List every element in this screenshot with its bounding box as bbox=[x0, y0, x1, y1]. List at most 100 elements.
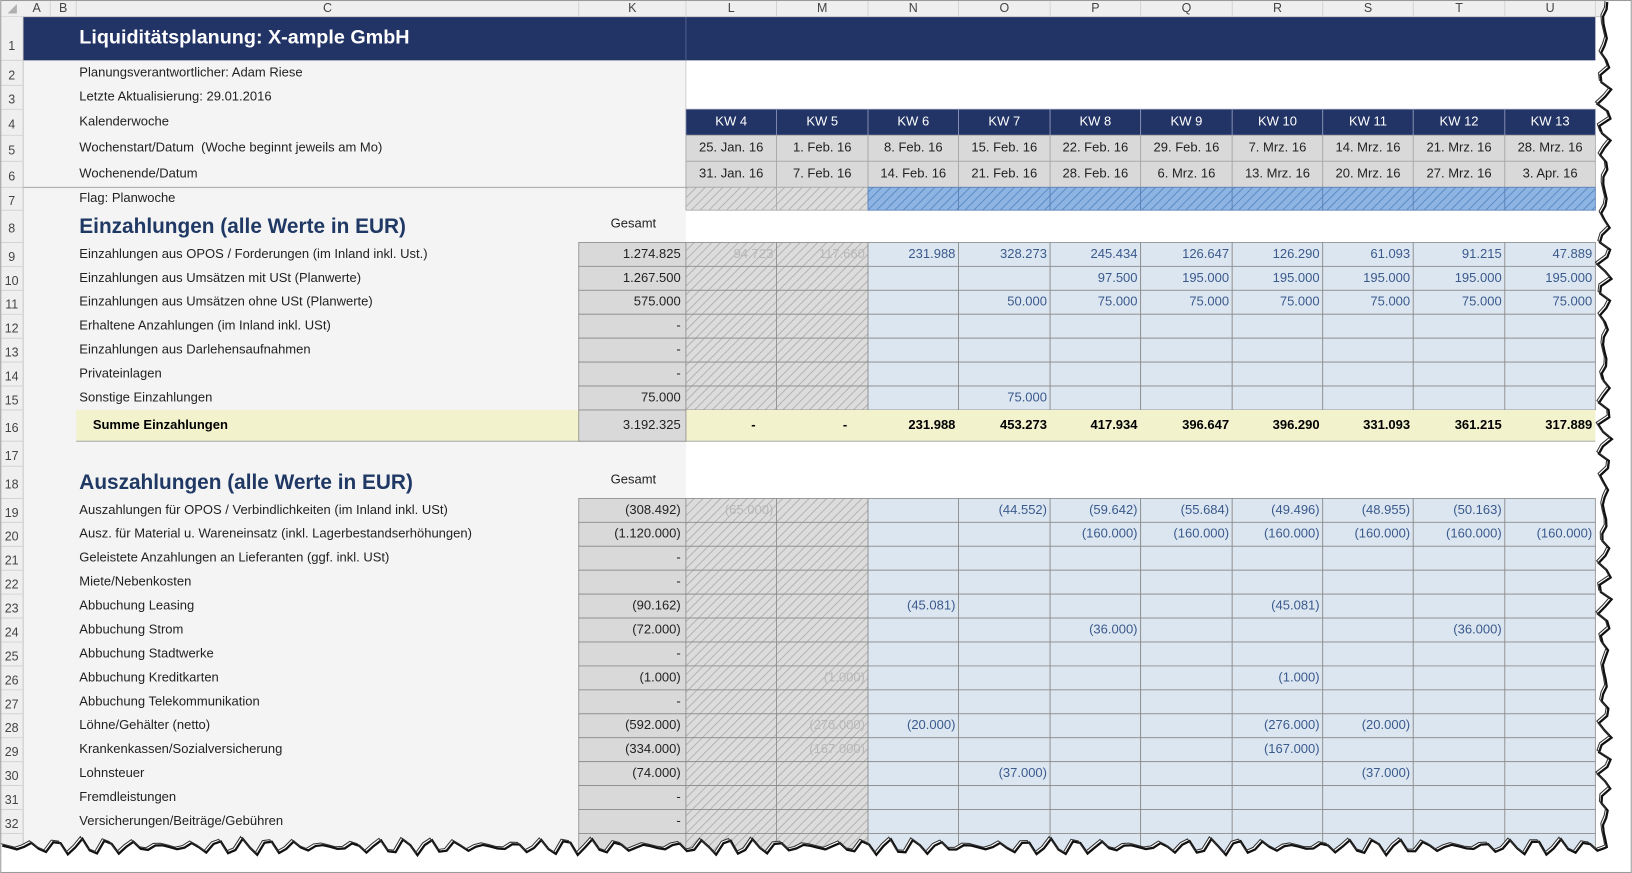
calendar-week: KW 5 bbox=[806, 114, 838, 129]
week-value: 75.000 bbox=[1189, 294, 1229, 309]
row-total: (1.120.000) bbox=[614, 526, 681, 541]
week-cell bbox=[1049, 385, 1142, 411]
week-value: (20.000) bbox=[907, 717, 955, 732]
week-cell bbox=[1049, 593, 1142, 619]
week-end: 31. Jan. 16 bbox=[699, 166, 763, 181]
column-header: L bbox=[728, 1, 735, 15]
week-value: 97.500 bbox=[1098, 270, 1138, 285]
week-start: 21. Mrz. 16 bbox=[1427, 140, 1492, 155]
week-cell bbox=[776, 617, 869, 643]
week-cell bbox=[685, 521, 777, 547]
week-cell bbox=[776, 593, 869, 619]
week-cell bbox=[867, 361, 959, 387]
week-value: (276.000) bbox=[1264, 717, 1320, 732]
flag-cell bbox=[1140, 186, 1233, 211]
week-cell bbox=[1412, 361, 1506, 387]
week-cell bbox=[1412, 785, 1506, 810]
column-header: Q bbox=[1182, 1, 1192, 15]
week-cell bbox=[776, 809, 869, 834]
week-cell bbox=[1322, 737, 1414, 763]
flag-cell bbox=[1504, 186, 1596, 211]
week-value: (37.000) bbox=[1362, 765, 1410, 780]
week-cell bbox=[685, 265, 777, 291]
week-cell bbox=[1049, 361, 1142, 387]
sum-band bbox=[76, 409, 1596, 442]
row-total: - bbox=[676, 645, 680, 660]
week-cell bbox=[958, 593, 1051, 619]
week-cell bbox=[776, 689, 869, 715]
week-value: (20.000) bbox=[1362, 717, 1410, 732]
row-header: 13 bbox=[5, 346, 19, 360]
row-total: 575.000 bbox=[634, 294, 681, 309]
week-start: 28. Mrz. 16 bbox=[1518, 140, 1583, 155]
start-label: Wochenstart/Datum (Woche beginnt jeweils… bbox=[79, 140, 382, 155]
row-header: 22 bbox=[5, 578, 19, 592]
week-cell bbox=[685, 385, 777, 411]
week-cell bbox=[1504, 689, 1596, 715]
week-cell bbox=[1412, 713, 1506, 739]
sheet-title: Liquiditätsplanung: X-ample GmbH bbox=[79, 27, 409, 49]
week-value: (1.000) bbox=[1278, 669, 1319, 684]
row-label: Einzahlungen aus Darlehensaufnahmen bbox=[79, 342, 310, 357]
row-total: 75.000 bbox=[641, 389, 681, 404]
week-cell bbox=[1140, 545, 1233, 571]
week-value: (50.163) bbox=[1453, 502, 1501, 517]
week-value: 126.647 bbox=[1182, 246, 1229, 261]
week-start: 8. Feb. 16 bbox=[884, 140, 943, 155]
total-cell bbox=[578, 337, 687, 363]
week-value: 195.000 bbox=[1545, 270, 1592, 285]
calendar-week: KW 11 bbox=[1349, 114, 1387, 129]
week-cell bbox=[1140, 569, 1233, 595]
row-header: 18 bbox=[5, 478, 19, 492]
week-cell bbox=[1412, 737, 1506, 763]
week-cell bbox=[1322, 361, 1414, 387]
week-cell bbox=[1504, 545, 1596, 571]
week-label: Kalenderwoche bbox=[79, 114, 169, 129]
row-label: Abbuchung Leasing bbox=[79, 598, 194, 613]
sum-value: 331.093 bbox=[1363, 417, 1410, 432]
row-total: (334.000) bbox=[625, 741, 681, 756]
week-value: (59.642) bbox=[1089, 502, 1137, 517]
week-cell bbox=[867, 785, 959, 810]
week-cell bbox=[1140, 641, 1233, 667]
week-cell bbox=[958, 361, 1051, 387]
row-header: 28 bbox=[5, 721, 19, 735]
week-cell bbox=[958, 569, 1051, 595]
column-header: K bbox=[628, 1, 637, 15]
calendar-week: KW 12 bbox=[1440, 114, 1479, 129]
row-header: 26 bbox=[5, 673, 19, 687]
week-cell bbox=[1231, 809, 1324, 834]
row-header: 31 bbox=[5, 793, 19, 807]
week-value: (49.496) bbox=[1271, 502, 1319, 517]
week-cell bbox=[1322, 385, 1414, 411]
date-cell bbox=[776, 134, 869, 162]
row-label: Löhne/Gehälter (netto) bbox=[79, 717, 210, 732]
info-updated: Letzte Aktualisierung: 29.01.2016 bbox=[79, 89, 271, 104]
row-total: 1.267.500 bbox=[623, 270, 681, 285]
total-cell bbox=[578, 641, 687, 667]
week-cell bbox=[1231, 337, 1324, 363]
week-cell bbox=[1504, 713, 1596, 739]
row-label: Krankenkassen/Sozialversicherung bbox=[79, 741, 282, 756]
week-cell bbox=[1140, 737, 1233, 763]
calendar-week: KW 6 bbox=[897, 114, 929, 129]
week-value: 91.215 bbox=[1462, 246, 1502, 261]
week-cell bbox=[958, 313, 1051, 339]
week-cell bbox=[1504, 313, 1596, 339]
row-header: 4 bbox=[8, 118, 15, 132]
date-cell bbox=[685, 160, 777, 188]
week-end: 20. Mrz. 16 bbox=[1335, 166, 1400, 181]
week-value: (160.000) bbox=[1173, 526, 1229, 541]
row-header: 21 bbox=[5, 554, 19, 568]
week-start: 15. Feb. 16 bbox=[971, 140, 1037, 155]
week-cell bbox=[776, 641, 869, 667]
kw-cell bbox=[1412, 108, 1506, 136]
week-cell bbox=[1504, 641, 1596, 667]
date-cell bbox=[685, 134, 777, 162]
week-start: 25. Jan. 16 bbox=[699, 140, 763, 155]
week-cell bbox=[776, 569, 869, 595]
row-label: Ausz. für Material u. Wareneinsatz (inkl… bbox=[79, 526, 472, 541]
sum-label: Summe Einzahlungen bbox=[93, 417, 228, 432]
week-cell bbox=[1412, 689, 1506, 715]
